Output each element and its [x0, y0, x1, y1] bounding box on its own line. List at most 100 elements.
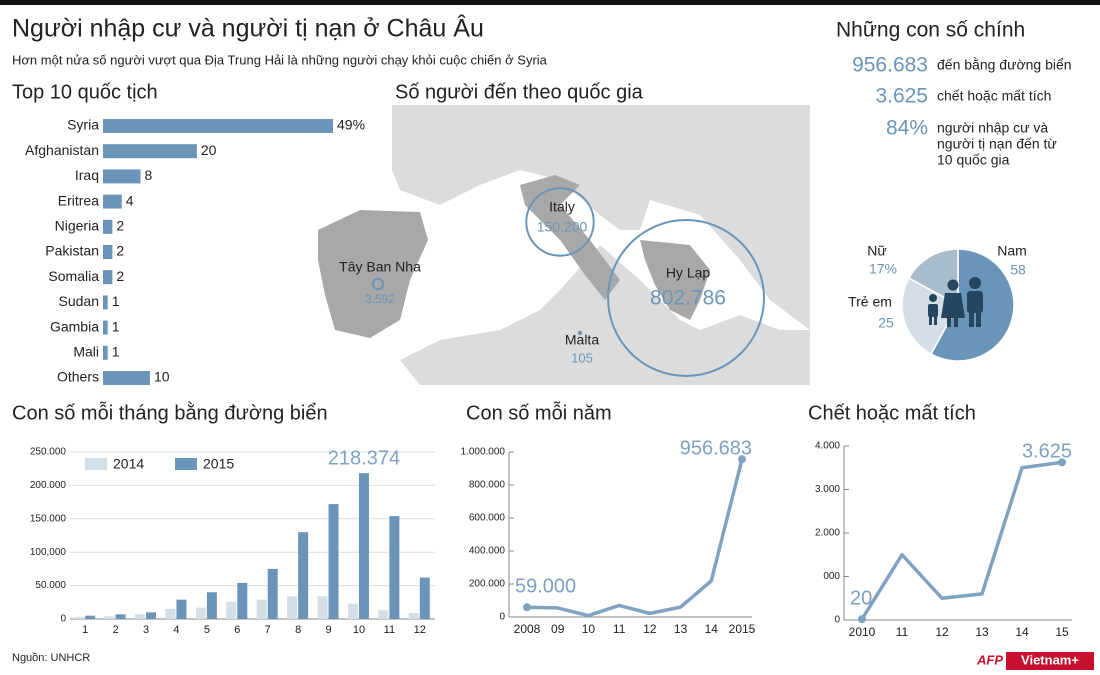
pie-value: 25	[878, 315, 894, 331]
logo-box	[1006, 652, 1094, 670]
value-label: 10	[154, 369, 170, 385]
bar	[206, 592, 217, 619]
bar	[317, 596, 328, 619]
top-bar	[0, 0, 1100, 5]
value-label: 2	[116, 243, 124, 259]
x-tick-label: 12	[935, 625, 949, 639]
bar	[135, 614, 146, 619]
map	[318, 105, 810, 385]
x-tick-label: 2015	[729, 622, 756, 636]
bar	[165, 608, 176, 619]
chart-title: Top 10 quốc tịch	[12, 81, 158, 103]
legend-label: 2014	[113, 456, 144, 472]
region-label: Tây Ban Nha	[339, 259, 421, 275]
line	[860, 460, 1063, 621]
key-value: 956.683	[852, 54, 928, 77]
point	[858, 615, 866, 624]
pie-label: Nam	[997, 243, 1027, 259]
x-tick-label: 10	[582, 622, 596, 636]
value-label: 218.374	[328, 447, 400, 469]
bar	[146, 612, 157, 619]
category-label: Pakistan	[45, 243, 99, 259]
y-tick-label: 1.000.000	[461, 447, 506, 458]
logo-vietnam: Vietnam+	[1021, 652, 1079, 667]
x-tick-label: 4	[173, 624, 179, 636]
category-label: Others	[57, 369, 99, 385]
legend-swatch	[175, 458, 197, 470]
bar	[358, 473, 369, 619]
x-tick-label: 14	[705, 622, 719, 636]
point	[1058, 458, 1066, 467]
x-tick-label: 12	[643, 622, 657, 636]
subtitle: Hơn một nửa số người vượt qua Địa Trung …	[12, 52, 548, 67]
region-value: 3.592	[365, 292, 395, 306]
category-label: Iraq	[75, 167, 99, 183]
value-label: 3.625	[1022, 441, 1072, 463]
x-tick-label: 2010	[849, 625, 876, 639]
x-tick-label: 11	[613, 622, 626, 636]
bar	[103, 144, 197, 159]
point	[523, 603, 531, 612]
key-label: đến bằng đường biển	[937, 57, 1072, 73]
pie-label: Trẻ em	[848, 294, 892, 310]
x-tick-label: 7	[265, 624, 271, 636]
value-label: 1	[112, 318, 120, 334]
category-label: Afghanistan	[25, 142, 99, 158]
line	[526, 458, 744, 618]
y-tick-label: 150.000	[30, 513, 67, 524]
x-tick-label: 11	[896, 625, 909, 639]
bubble	[577, 330, 583, 336]
y-tick-label: 200.000	[469, 579, 506, 590]
category-label: Somalia	[48, 268, 99, 284]
value-label: 1	[112, 344, 120, 360]
region-label: Malta	[565, 332, 599, 348]
y-tick-label: 2.000	[815, 528, 840, 539]
bar	[103, 295, 108, 310]
region-value: 105	[571, 350, 593, 365]
x-tick-label: 15	[1055, 625, 1069, 639]
value-label: 20	[850, 587, 872, 609]
legend-swatch	[85, 458, 107, 470]
bubble	[525, 187, 595, 257]
category-label: Sudan	[59, 293, 99, 309]
bar	[176, 599, 187, 619]
bar	[104, 616, 115, 619]
bar	[389, 516, 400, 619]
x-tick-label: 1	[82, 624, 88, 636]
x-tick-label: 9	[325, 624, 331, 636]
category-label: Gambia	[50, 318, 99, 334]
bar	[267, 568, 278, 619]
bar	[103, 219, 113, 234]
key-value: 3.625	[875, 85, 928, 108]
x-tick-label: 13	[975, 625, 989, 639]
value-label: 2	[116, 218, 124, 234]
bar	[226, 601, 237, 619]
bar	[103, 270, 113, 285]
x-tick-label: 6	[234, 624, 240, 636]
key-value: 84%	[886, 117, 928, 140]
x-tick-label: 3	[143, 624, 149, 636]
source: Nguồn: UNHCR	[12, 652, 90, 664]
bubble	[607, 219, 765, 377]
key-label: 10 quốc gia	[937, 152, 1010, 168]
bar	[287, 596, 298, 619]
value-label: 20	[201, 142, 217, 158]
region-value: 150.200	[537, 219, 588, 235]
x-tick-label: 5	[204, 624, 210, 636]
y-tick-label: 3.000	[815, 484, 840, 495]
chart-title: Con số mỗi năm	[466, 401, 612, 424]
y-tick-label: 000	[823, 571, 840, 582]
value-label: 59.000	[515, 576, 576, 598]
pie-slice	[907, 248, 959, 307]
category-label: Nigeria	[55, 218, 100, 234]
bar	[74, 616, 85, 619]
y-tick-label: 50.000	[35, 580, 66, 591]
region-label: Hy Lạp	[666, 265, 711, 281]
chart-title: Con số mỗi tháng bằng đường biển	[12, 401, 328, 424]
bar	[256, 599, 267, 619]
key-label: người tị nạn đến từ	[937, 136, 1057, 152]
bar	[103, 245, 113, 259]
bar	[419, 577, 430, 619]
